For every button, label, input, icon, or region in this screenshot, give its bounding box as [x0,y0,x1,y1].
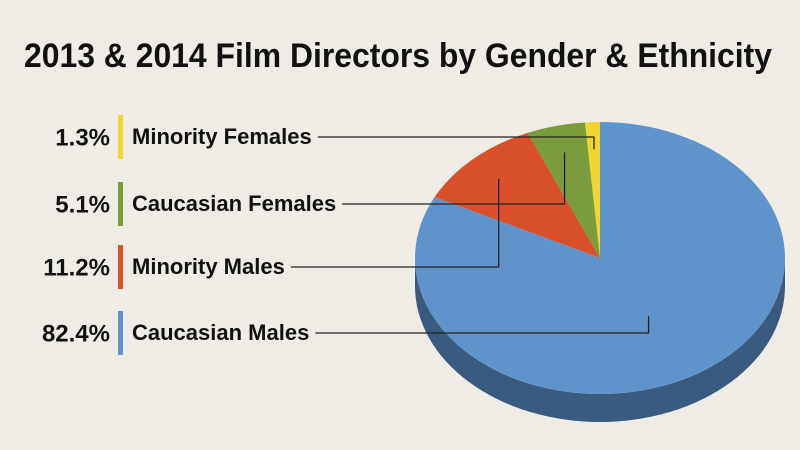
slice [415,122,785,394]
slice [434,132,600,258]
legend-label: Minority Females [132,124,312,149]
slice [584,122,600,258]
value-label: 11.2% [43,254,110,281]
slice-side [415,258,785,422]
legend-swatch [118,182,123,226]
value-label: 1.3% [55,124,110,151]
legend-swatch [118,245,123,289]
legend-label: Caucasian Females [132,191,336,216]
value-label: 82.4% [42,320,110,347]
legend-swatch [118,115,123,159]
value-label: 5.1% [55,191,110,218]
legend-label: Caucasian Males [132,320,309,345]
chart-title: 2013 & 2014 Film Directors by Gender & E… [24,37,772,75]
slice [527,122,600,258]
legend-swatch [118,311,123,355]
leader-line [315,315,650,334]
legend-label: Minority Males [132,254,285,279]
leader-line [317,136,595,150]
leader-line [290,178,500,268]
leader-line [342,152,566,205]
